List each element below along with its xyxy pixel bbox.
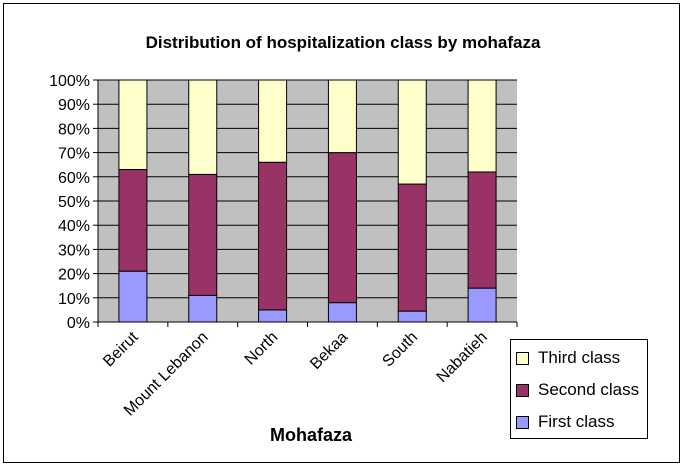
bar-third-class (118, 79, 148, 171)
legend-item-second-class: Second class (516, 380, 639, 400)
y-axis: 0% 10% 20% 30% 40% 50% 60% 70% 80% 90% 100% (49, 73, 99, 332)
x-tick-label: Bekaa (307, 329, 351, 373)
legend-label-second-class: Second class (538, 380, 640, 399)
x-tick-label: Nabatieh (434, 329, 491, 386)
legend-swatch-second-class (516, 383, 529, 397)
y-tick-label: 50% (58, 194, 90, 211)
bar-second-class (118, 169, 148, 272)
bar-first-class (467, 287, 497, 323)
y-tick-label: 90% (58, 97, 90, 114)
x-tick-label: Beirut (100, 328, 142, 370)
y-tick-label: 40% (58, 218, 90, 235)
x-axis-title: Mohafaza (270, 425, 353, 445)
y-tick-label: 20% (58, 267, 90, 284)
bars (118, 79, 497, 323)
chart-title: Distribution of hospitalization class by… (146, 33, 541, 52)
bar-third-class (397, 79, 427, 185)
y-tick-label: 0% (67, 315, 90, 332)
y-tick-label: 30% (58, 242, 90, 259)
bar-first-class (258, 309, 288, 323)
x-tick-label: North (242, 329, 282, 369)
y-tick-label: 70% (58, 146, 90, 163)
bar-first-class (327, 302, 357, 323)
legend-label-third-class: Third class (538, 348, 621, 367)
legend: Third class Second class First class (510, 339, 648, 439)
legend-item-third-class: Third class (516, 348, 620, 368)
bar-third-class (327, 79, 357, 154)
bar-first-class (188, 294, 218, 323)
bar-first-class (118, 270, 148, 323)
bar-third-class (467, 79, 497, 173)
y-tick-label: 80% (58, 121, 90, 138)
bar-second-class (467, 171, 497, 289)
bar-third-class (188, 79, 218, 175)
bar-first-class (397, 310, 427, 323)
gridlines (98, 79, 517, 299)
legend-label-first-class: First class (538, 412, 615, 431)
bar-second-class (397, 183, 427, 312)
y-tick-label: 100% (49, 73, 90, 90)
legend-swatch-third-class (516, 351, 529, 365)
legend-item-first-class: First class (516, 412, 615, 432)
y-tick-label: 60% (58, 170, 90, 187)
bar-second-class (188, 173, 218, 296)
bar-third-class (258, 79, 288, 163)
bar-second-class (258, 161, 288, 311)
x-tick-label: South (379, 329, 421, 371)
y-tick-label: 10% (58, 291, 90, 308)
bar-second-class (327, 152, 357, 304)
legend-swatch-first-class (516, 415, 529, 429)
